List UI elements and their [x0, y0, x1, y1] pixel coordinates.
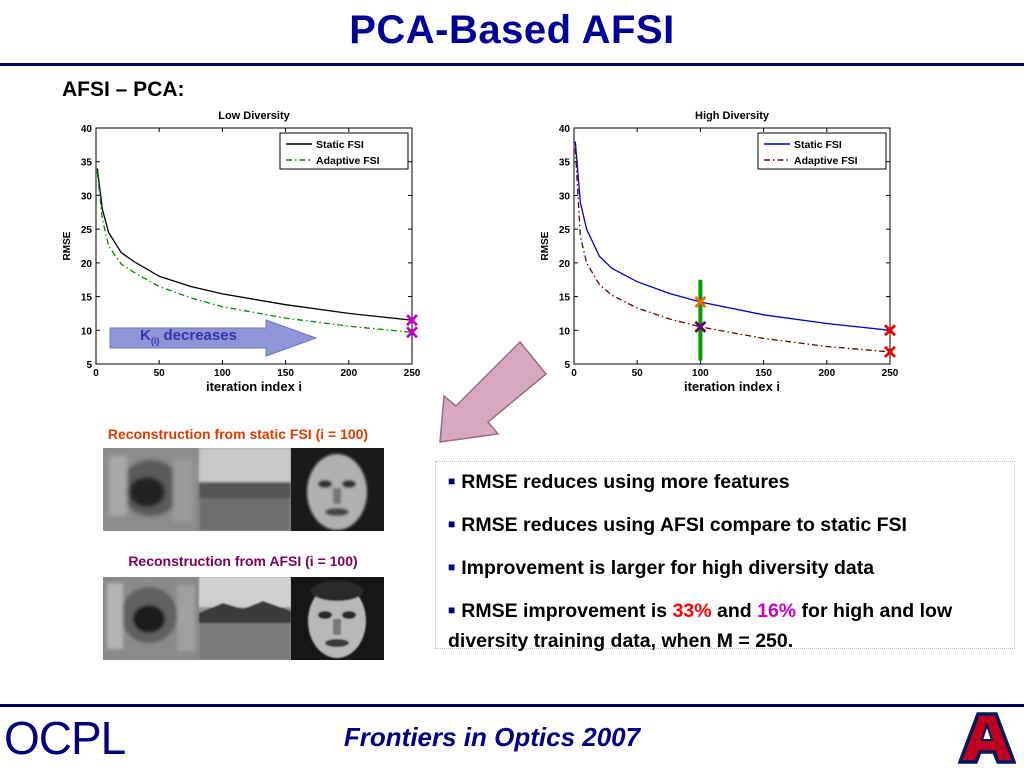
square-bullet-icon: ■	[448, 517, 456, 531]
y-tick-label: 30	[559, 191, 571, 202]
bullet-item: ■ RMSE reduces using more features	[448, 471, 790, 493]
y-tick-label: 35	[559, 158, 571, 169]
y-tick-label: 40	[81, 124, 93, 135]
findings-box: ■ RMSE reduces using more features ■ RMSE …	[435, 461, 1015, 652]
x-axis-label: iteration index i	[684, 379, 780, 394]
footer-divider	[0, 704, 1024, 707]
x-tick-label: 250	[404, 368, 421, 379]
legend-label: Adaptive FSI	[316, 155, 380, 167]
slide-title: PCA-Based AFSI	[349, 8, 675, 52]
bullet-item: ■ RMSE improvement is 33% and 16% for hig…	[448, 600, 953, 652]
x-tick-label: 200	[340, 368, 357, 379]
y-tick-label: 10	[559, 326, 571, 337]
y-axis-label: RMSE	[540, 231, 551, 260]
y-tick-label: 40	[559, 124, 571, 135]
x-tick-label: 150	[755, 368, 772, 379]
y-tick-label: 20	[81, 259, 93, 270]
chart-title: Low Diversity	[218, 110, 290, 122]
x-marker	[884, 345, 896, 358]
x-marker	[406, 326, 418, 339]
low-diversity-chart: Low Diversity 0 50 100 150 200 250 5 10 15 20 25 30 3…	[62, 110, 421, 394]
x-tick-label: 0	[571, 368, 577, 379]
x-marker	[884, 324, 896, 337]
section-subtitle: AFSI – PCA:	[62, 78, 185, 101]
x-tick-label: 100	[692, 368, 709, 379]
y-tick-label: 35	[81, 158, 93, 169]
x-marker	[406, 314, 418, 327]
x-tick-label: 50	[632, 368, 644, 379]
low-diversity-improvement: 16%	[757, 600, 797, 622]
bullet-item: ■ RMSE reduces using AFSI compare to stat…	[448, 514, 907, 536]
static-reconstruction-images	[103, 448, 384, 531]
afsi-reconstruction-images	[103, 577, 384, 660]
legend-label: Adaptive FSI	[794, 155, 858, 167]
chart-title: High Diversity	[695, 110, 770, 122]
y-tick-label: 20	[559, 259, 571, 270]
square-bullet-icon: ■	[448, 603, 456, 617]
legend-box	[757, 132, 887, 170]
university-arizona-logo	[958, 712, 1016, 764]
square-bullet-icon: ■	[448, 560, 456, 574]
legend-label: Static FSI	[316, 139, 364, 151]
big-pointer-arrow	[439, 340, 548, 443]
x-tick-label: 150	[277, 368, 294, 379]
square-bullet-icon: ■	[448, 474, 456, 488]
k-decreases-arrow	[109, 319, 318, 357]
legend-box	[279, 132, 409, 170]
y-tick-label: 10	[81, 326, 93, 337]
y-tick-label: 25	[559, 225, 571, 236]
x-axis-label: iteration index i	[206, 379, 302, 394]
series-line	[574, 148, 891, 353]
x-marker	[694, 295, 707, 308]
series-line	[96, 168, 413, 321]
x-tick-label: 200	[818, 368, 835, 379]
ocpl-logo: OCPL	[4, 712, 126, 764]
bullet-item: ■ Improvement is larger for high diversit…	[448, 557, 875, 579]
y-tick-label: 15	[559, 293, 571, 304]
y-tick-label: 15	[81, 293, 93, 304]
x-tick-label: 250	[882, 368, 899, 379]
high-diversity-improvement: 33%	[672, 600, 712, 622]
title-divider	[0, 63, 1024, 66]
caption-static: Reconstruction from static FSI (i = 100)	[107, 426, 369, 442]
y-tick-label: 30	[81, 191, 93, 202]
legend-label: Static FSI	[794, 139, 842, 151]
x-tick-label: 50	[154, 368, 166, 379]
footer-conference: Frontiers in Optics 2007	[343, 722, 641, 752]
x-tick-label: 100	[214, 368, 231, 379]
y-tick-label: 5	[86, 360, 92, 371]
x-marker	[694, 320, 707, 333]
caption-afsi: Reconstruction from AFSI (i = 100)	[128, 553, 358, 569]
y-axis-label: RMSE	[62, 231, 73, 260]
series-line	[96, 171, 413, 333]
x-tick-label: 0	[93, 368, 99, 379]
series-line	[574, 141, 891, 331]
k-decreases-label: K(i) decreases	[140, 327, 237, 346]
y-tick-label: 5	[564, 360, 570, 371]
high-diversity-chart: High Diversity 0 50 100 150 200 250 5 10 15 20 25 30…	[540, 110, 899, 394]
y-tick-label: 25	[81, 225, 93, 236]
